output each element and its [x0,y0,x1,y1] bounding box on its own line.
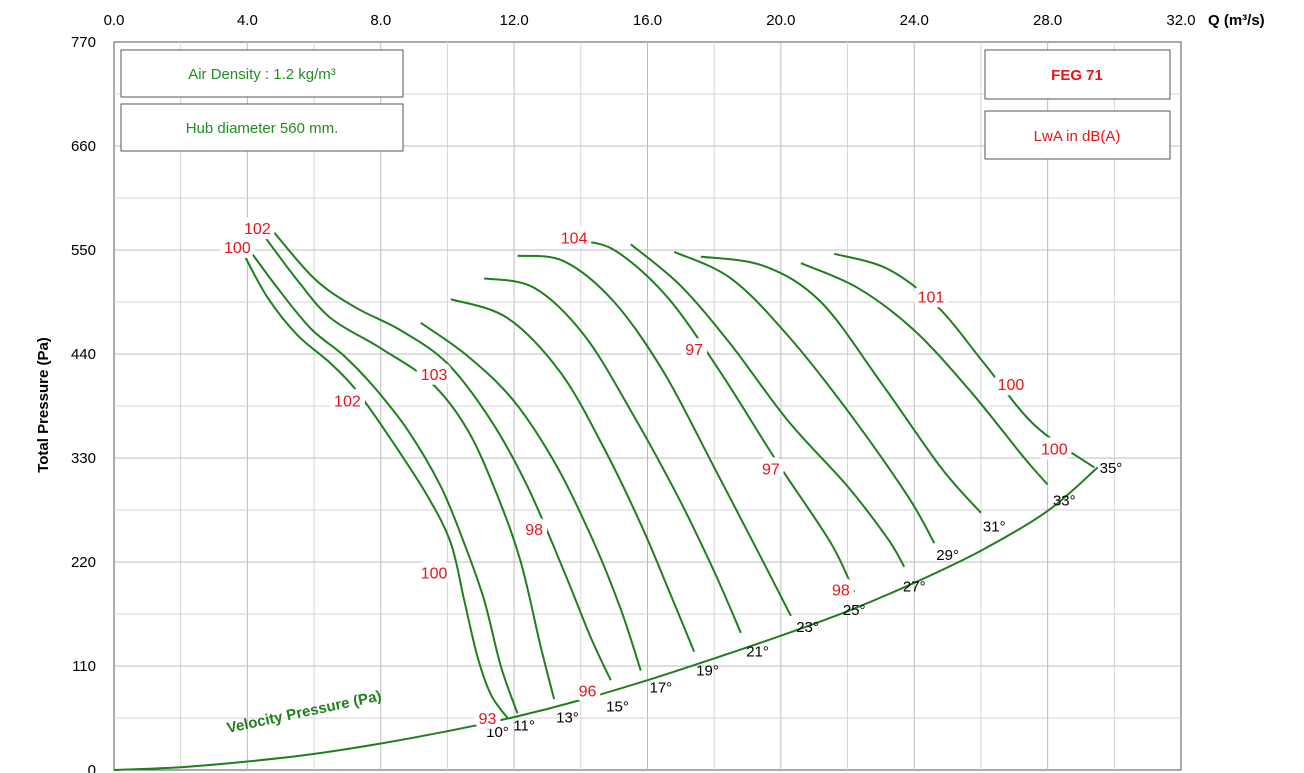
noise-label-halo [416,362,452,385]
blade-angle-curve [700,255,982,514]
blade-angle-label: 33° [1053,492,1076,509]
chart-grid [113,41,1182,771]
blade-angle-label: 25° [843,602,866,619]
blade-angle-label: 15° [606,698,629,715]
x-tick-label: 0.0 [104,12,125,29]
blade-angle-curve [833,252,1095,469]
noise-label-halo [556,226,592,249]
noise-label-halo [219,236,255,259]
blade-angle-curve [243,254,509,719]
noise-level-label: 98 [525,522,543,539]
noise-level-label: 93 [479,711,497,728]
y-tick-label: 110 [72,658,96,675]
y-tick-label: 0 [88,762,96,773]
noise-label-halo [827,578,854,601]
blade-angle-label: 13° [556,710,579,727]
lwa-box: LwA in dB(A) [984,110,1171,160]
blade-angle-curve [573,239,856,593]
blade-angle-curve [263,235,556,700]
blade-angle-label: 35° [1100,460,1123,477]
x-tick-label: 4.0 [237,12,258,29]
y-tick-label: 550 [71,242,96,259]
blade-angle-curve [246,246,519,714]
hub-diameter-box: Hub diameter 560 mm. [120,103,404,152]
blade-angle-label: 23° [796,619,819,636]
model-text: FEG 71 [1051,67,1103,84]
y-tick-label: 220 [71,554,96,571]
air-density-box: Air Density : 1.2 kg/m³ [120,49,404,98]
blade-angle-curve [269,227,612,681]
model-box: FEG 71 [984,49,1171,100]
y-axis-title: Total Pressure (Pa) [35,337,52,473]
y-tick-label: 440 [71,346,96,363]
x-tick-label: 32.0 [1166,12,1195,29]
blade-angle-label: 21° [746,644,769,661]
noise-label-halo [681,338,708,361]
blade-angle-curve [420,321,642,672]
y-tick-label: 660 [71,138,96,155]
noise-level-label: 102 [334,393,361,410]
noise-label-halo [521,517,548,540]
x-axis-title: Q (m³/s) [1208,12,1265,29]
noise-level-label: 100 [421,565,448,582]
x-tick-label: 24.0 [900,12,929,29]
noise-level-label: 103 [421,367,448,384]
x-axis-ticks: 0.0 4.0 8.0 12.0 16.0 20.0 24.0 28.0 32.0 [104,12,1196,29]
noise-level-label: 100 [224,240,251,257]
velocity-pressure-curve [113,466,1099,771]
noise-level-label: 102 [244,221,271,238]
blade-angle-label: 19° [696,662,719,679]
blade-angle-label: 17° [649,679,672,696]
blade-angle-curve [483,277,742,634]
blade-angle-curve [517,254,792,617]
noise-label-halo [913,285,949,308]
noise-level-label: 100 [998,377,1025,394]
noise-level-labels: 102 100 104 101 97 103 102 100 100 97 98 100 98 96 93 [219,217,1072,729]
blade-angle-labels: 10° 11° 13°15°17°19°21°23°25°27°29°31°33°3… [486,460,1122,741]
noise-label-halo [329,389,365,412]
blade-angle-curve [800,262,1049,486]
x-tick-label: 16.0 [633,12,662,29]
noise-label-halo [574,679,601,702]
noise-level-label: 100 [1041,441,1068,458]
blade-angle-label: 29° [936,547,959,564]
noise-level-label: 97 [762,461,780,478]
x-tick-label: 20.0 [766,12,795,29]
noise-level-label: 104 [561,231,588,248]
blade-angle-label: 11° [513,717,535,734]
blade-angle-curves [243,227,1095,719]
noise-level-label: 97 [685,342,703,359]
noise-level-label: 96 [579,684,597,701]
noise-label-halo [1036,437,1072,460]
blade-angle-label: 31° [983,519,1006,536]
noise-label-halo [416,561,452,584]
noise-label-halo [474,706,501,729]
noise-level-label: 101 [918,289,945,306]
y-axis-ticks: 0 110 220 330 440 550 660 770 [71,34,96,773]
air-density-text: Air Density : 1.2 kg/m³ [188,66,336,83]
x-tick-label: 12.0 [500,12,529,29]
blade-angle-curve [630,243,906,568]
lwa-text: LwA in dB(A) [1034,128,1121,145]
hub-diameter-text: Hub diameter 560 mm. [186,120,339,137]
blade-angle-curve [673,250,936,544]
noise-label-halo [757,457,784,480]
y-tick-label: 330 [71,450,96,467]
x-tick-label: 28.0 [1033,12,1062,29]
y-tick-label: 770 [71,34,96,51]
blade-angle-label: 27° [903,578,926,595]
blade-angle-curve [450,298,696,653]
noise-level-label: 98 [832,582,850,599]
noise-label-halo [239,217,275,240]
x-tick-label: 8.0 [370,12,391,29]
noise-label-halo [993,373,1029,396]
